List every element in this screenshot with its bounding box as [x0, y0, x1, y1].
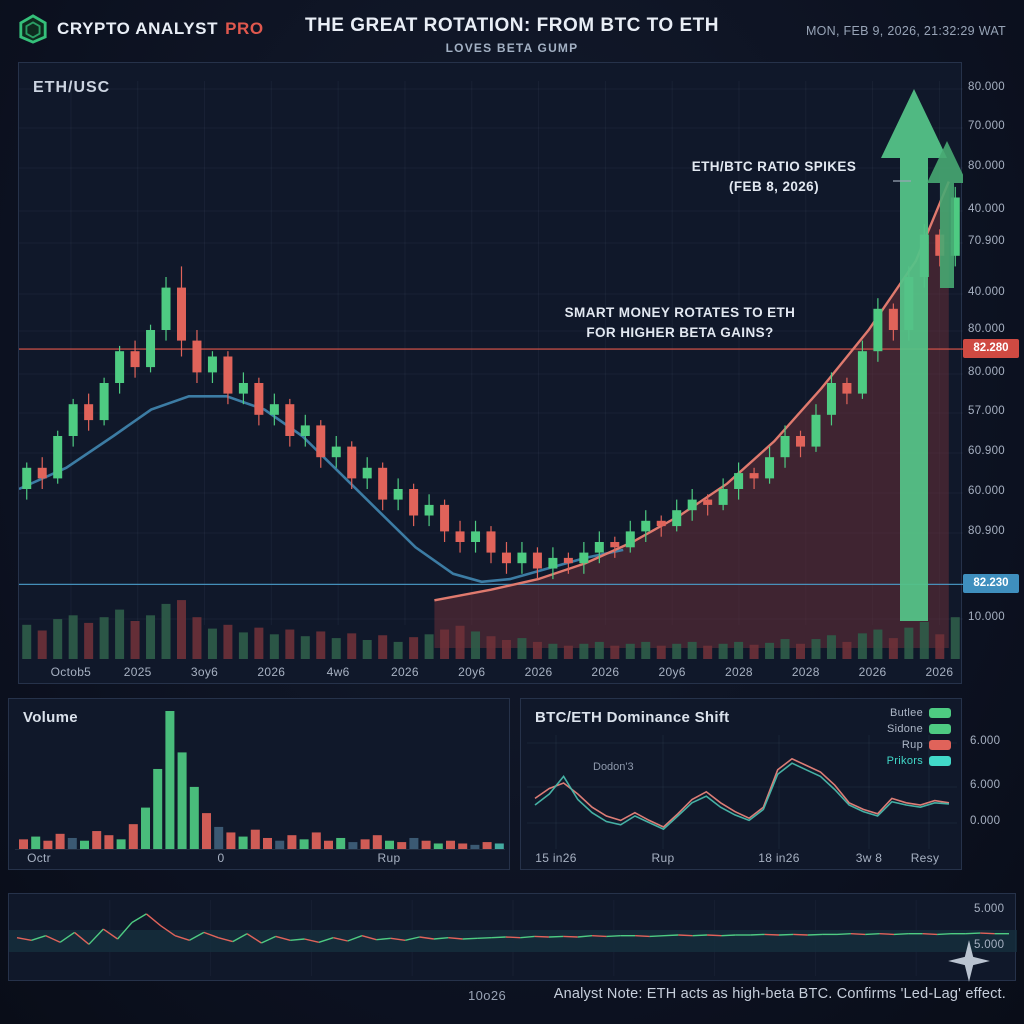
- y-axis-label: 60.900: [968, 445, 1005, 457]
- x-axis-label: 2026: [257, 665, 286, 679]
- x-axis-label: 2028: [791, 665, 820, 679]
- lead-lag-y-label: 5.000: [974, 939, 1005, 951]
- dominance-panel-title: BTC/ETH Dominance Shift: [535, 709, 730, 726]
- y-axis-label: 60.000: [968, 485, 1005, 497]
- x-axis-label: 2026: [390, 665, 419, 679]
- price-badge-resistance: 82.280: [963, 339, 1019, 358]
- x-axis-label: 20y6: [458, 665, 486, 679]
- legend-swatch: [929, 724, 951, 734]
- dominance-x-label: 3w 8: [855, 851, 883, 865]
- x-axis-label: Octob5: [50, 665, 92, 679]
- volume-panel: Volume Octr 0 Rup: [8, 698, 510, 870]
- logo-hexagon-icon: [19, 14, 47, 44]
- y-axis-label: 80.000: [968, 160, 1005, 172]
- dominance-annotation: Dodon'3: [593, 761, 634, 773]
- x-axis-label: 3oy6: [190, 665, 219, 679]
- dominance-y-label: 0.000: [970, 815, 1001, 827]
- eth-usc-candlestick-chart[interactable]: [19, 63, 963, 661]
- y-axis-label: 70.900: [968, 235, 1005, 247]
- x-axis-label: 2025: [123, 665, 152, 679]
- dominance-y-label: 6.000: [970, 779, 1001, 791]
- dominance-x-axis: 15 in26 Rup 18 in26 3w 8 Resy: [521, 699, 961, 869]
- volume-bar-chart[interactable]: [9, 699, 511, 871]
- annotation-line: SMART MONEY ROTATES TO ETH: [564, 305, 796, 320]
- main-x-axis: Octob5 2025 3oy6 2026 4w6 2026 20y6 2026 2026 20y…: [19, 663, 963, 683]
- dominance-line-chart[interactable]: [521, 699, 963, 871]
- dominance-panel: BTC/ETH Dominance Shift Butlee Sidone Rup P…: [520, 698, 962, 870]
- lead-lag-sparkline-chart[interactable]: [9, 894, 1017, 982]
- legend-label: Sidone: [886, 723, 923, 735]
- lead-lag-y-label: 5.000: [974, 903, 1005, 915]
- brand-suffix: PRO: [225, 19, 264, 38]
- legend-swatch: [929, 708, 951, 718]
- page-title-block: THE GREAT ROTATION: FROM BTC TO ETH LOVE…: [0, 15, 1024, 55]
- x-axis-label: 2026: [925, 665, 954, 679]
- y-axis-label: 80.000: [968, 323, 1005, 335]
- app-logo[interactable]: CRYPTO ANALYST PRO: [18, 14, 264, 44]
- x-axis-label: 4w6: [326, 665, 350, 679]
- y-axis-label: 80.900: [968, 525, 1005, 537]
- legend-item-sidone[interactable]: Sidone: [887, 723, 951, 735]
- y-axis-label: 40.000: [968, 203, 1005, 215]
- legend-swatch: [929, 740, 951, 750]
- dominance-x-label: 15 in26: [535, 851, 577, 865]
- legend-label: Butlee: [890, 707, 923, 719]
- page-subtitle: LOVES BETA GUMP: [445, 41, 579, 55]
- x-axis-label: 2028: [725, 665, 753, 679]
- annotation-line: ETH/BTC RATIO SPIKES: [691, 159, 857, 174]
- page-title: THE GREAT ROTATION: FROM BTC TO ETH: [304, 15, 719, 36]
- legend-label: Prikors: [886, 755, 923, 767]
- volume-panel-title: Volume: [23, 709, 78, 726]
- volume-x-label: 0: [217, 851, 225, 865]
- symbol-label[interactable]: ETH/USC: [33, 79, 111, 96]
- legend-swatch: [929, 756, 951, 766]
- y-axis-label: 57.000: [968, 405, 1005, 417]
- dominance-x-label: Rup: [651, 851, 675, 865]
- x-axis-label: 2026: [524, 665, 553, 679]
- lead-lag-panel: [8, 893, 1017, 982]
- dominance-x-label: Resy: [910, 851, 940, 865]
- main-chart-panel: ETH/USC ETH/BTC RATIO SPIKES (FEB 8, 202…: [18, 62, 963, 684]
- y-axis-label: 80.000: [968, 81, 1005, 93]
- y-axis-label: 70.000: [968, 120, 1005, 132]
- dominance-x-label: 18 in26: [758, 851, 800, 865]
- legend-item-rup[interactable]: Rup: [902, 739, 951, 751]
- price-badge-support: 82.230: [963, 574, 1019, 593]
- dominance-y-label: 6.000: [970, 735, 1001, 747]
- legend-label: Rup: [901, 739, 923, 751]
- x-axis-label: 2026: [591, 665, 620, 679]
- annotation-smart-money: SMART MONEY ROTATES TO ETH FOR HIGHER BE…: [555, 303, 805, 344]
- lead-lag-x-label: 10o26: [468, 988, 507, 1003]
- volume-x-axis: Octr 0 Rup: [9, 699, 509, 869]
- annotation-line: (FEB 8, 2026): [729, 179, 819, 195]
- main-y-axis: 82.280 82.230 80.000 70.000 80.000 40.000 70…: [963, 62, 1022, 684]
- annotation-line: FOR HIGHER BETA GAINS?: [586, 325, 774, 341]
- y-axis-label: 10.000: [968, 611, 1005, 623]
- brand-name: CRYPTO ANALYST: [57, 19, 219, 38]
- volume-x-label: Octr: [27, 851, 51, 865]
- sparkle-icon: [948, 940, 990, 982]
- legend-item-butlee[interactable]: Butlee: [890, 707, 951, 719]
- lead-lag-y-axis: 5.000 5.000: [972, 893, 1020, 981]
- dominance-legend: Butlee Sidone Rup Prikors: [887, 707, 951, 767]
- dominance-y-axis: 6.000 6.000 0.000: [968, 698, 1020, 870]
- x-axis-label: 2026: [858, 665, 887, 679]
- x-axis-label: 20y6: [658, 665, 686, 679]
- volume-x-label: Rup: [377, 851, 401, 865]
- analyst-note: Analyst Note: ETH acts as high-beta BTC.…: [553, 986, 1006, 1002]
- y-axis-label: 40.000: [968, 286, 1005, 298]
- legend-item-prikors[interactable]: Prikors: [887, 755, 951, 767]
- y-axis-label: 80.000: [968, 366, 1005, 378]
- app-header: CRYPTO ANALYST PRO THE GREAT ROTATION: F…: [0, 0, 1024, 60]
- annotation-ratio-spike: ETH/BTC RATIO SPIKES (FEB 8, 2026): [659, 157, 889, 198]
- clock-timestamp: MON, FEB 9, 2026, 21:32:29 WAT: [805, 24, 1006, 38]
